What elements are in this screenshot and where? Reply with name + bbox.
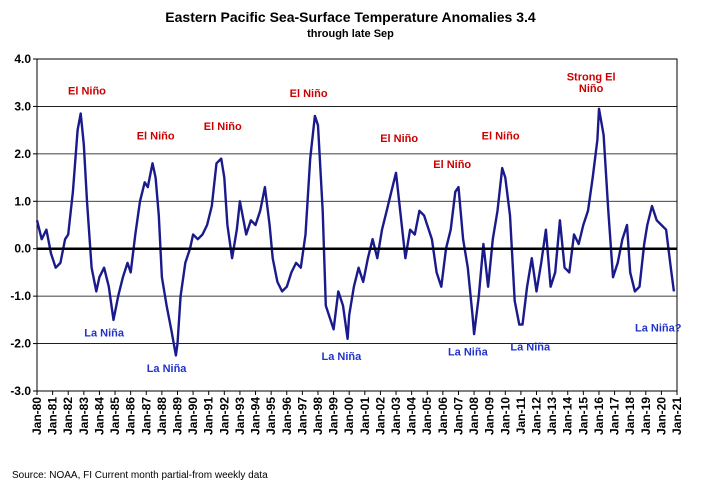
x-tick-label: Jan-03 <box>389 397 403 435</box>
x-tick-label: Jan-83 <box>77 397 91 435</box>
x-tick-label: Jan-99 <box>327 397 341 435</box>
y-tick-label: -1.0 <box>10 289 31 303</box>
x-tick-label: Jan-94 <box>249 397 263 435</box>
y-tick-label: 3.0 <box>14 99 31 113</box>
x-tick-label: Jan-84 <box>92 397 106 435</box>
x-tick-label: Jan-15 <box>576 397 590 435</box>
x-tick-label: Jan-08 <box>467 397 481 435</box>
annotation-label: El Niño <box>290 88 328 100</box>
x-tick-label: Jan-20 <box>654 397 668 435</box>
x-tick-label: Jan-85 <box>108 397 122 435</box>
x-tick-label: Jan-17 <box>608 397 622 435</box>
x-tick-label: Jan-93 <box>233 397 247 435</box>
x-tick-label: Jan-91 <box>202 397 216 435</box>
x-tick-label: Jan-82 <box>61 397 75 435</box>
x-tick-label: Jan-05 <box>420 397 434 435</box>
x-tick-label: Jan-14 <box>561 397 575 435</box>
x-tick-label: Jan-07 <box>451 397 465 435</box>
annotation-label: El Niño <box>380 133 418 145</box>
annotation-label: El Niño <box>137 131 175 143</box>
x-tick-label: Jan-89 <box>170 397 184 435</box>
annotation-label: La Niña <box>510 342 551 354</box>
x-tick-label: Jan-11 <box>514 397 528 435</box>
annotation-label: El Niño <box>204 121 242 133</box>
annotation-label: El Niño <box>433 159 471 171</box>
y-axis-tick-labels: 4.0 3.0 2.0 1.0 0.0 -1.0 -2.0 -3.0 <box>10 52 31 398</box>
x-tick-label: Jan-06 <box>436 397 450 435</box>
annotation-label: Strong El <box>567 71 616 83</box>
annotation-label: El Niño <box>68 86 106 98</box>
annotation-label: Niño <box>579 83 604 95</box>
chart-footer: Source: NOAA, FI Current month partial-f… <box>12 470 268 481</box>
annotations: El Niño El Niño El Niño El Niño El Niño El Ni… <box>68 71 682 375</box>
x-tick-label: Jan-16 <box>592 397 606 435</box>
y-tick-label: 1.0 <box>14 194 31 208</box>
annotation-label: La Niña <box>147 363 188 375</box>
x-tick-label: Jan-95 <box>264 397 278 435</box>
x-tick-label: Jan-01 <box>358 397 372 435</box>
x-tick-label: Jan-88 <box>155 397 169 435</box>
annotation-label: La Niña <box>322 351 363 363</box>
x-tick-label: Jan-02 <box>373 397 387 435</box>
x-tick-label: Jan-86 <box>124 397 138 435</box>
chart-title: Eastern Pacific Sea-Surface Temperature … <box>165 9 536 25</box>
x-tick-label: Jan-87 <box>139 397 153 435</box>
y-tick-label: 0.0 <box>14 242 31 256</box>
x-tick-label: Jan-09 <box>483 397 497 435</box>
x-tick-label: Jan-18 <box>623 397 637 435</box>
x-tick-label: Jan-80 <box>30 397 44 435</box>
x-tick-label: Jan-10 <box>498 397 512 435</box>
annotation-label: La Niña <box>84 327 125 339</box>
y-tick-label: 4.0 <box>14 52 31 66</box>
x-tick-label: Jan-04 <box>405 397 419 435</box>
y-tick-label: -2.0 <box>10 337 31 351</box>
gridlines <box>33 58 678 395</box>
x-tick-label: Jan-19 <box>639 397 653 435</box>
x-tick-label: Jan-98 <box>311 397 325 435</box>
y-tick-label: 2.0 <box>14 147 31 161</box>
y-tick-label: -3.0 <box>10 384 31 398</box>
x-tick-label: Jan-12 <box>530 397 544 435</box>
chart-subtitle: through late Sep <box>307 28 394 40</box>
x-tick-label: Jan-90 <box>186 397 200 435</box>
annotation-label: La Niña <box>448 346 489 358</box>
annotation-label: El Niño <box>482 131 520 143</box>
series-group <box>35 107 677 357</box>
plot-area-border <box>36 58 678 392</box>
x-tick-label: Jan-97 <box>295 397 309 435</box>
x-tick-label: Jan-81 <box>46 397 60 435</box>
x-tick-label: Jan-92 <box>217 397 231 435</box>
x-tick-label: Jan-96 <box>280 397 294 435</box>
annotation-label: La Niña? <box>635 323 682 335</box>
x-tick-label: Jan-13 <box>545 397 559 435</box>
x-tick-label: Jan-00 <box>342 397 356 435</box>
series-line <box>35 107 676 357</box>
x-axis-tick-labels: Jan-80 Jan-81 Jan-82 Jan-83 Jan-84 Jan-85 Jan-… <box>30 397 684 435</box>
x-tick-label: Jan-21 <box>670 397 684 435</box>
